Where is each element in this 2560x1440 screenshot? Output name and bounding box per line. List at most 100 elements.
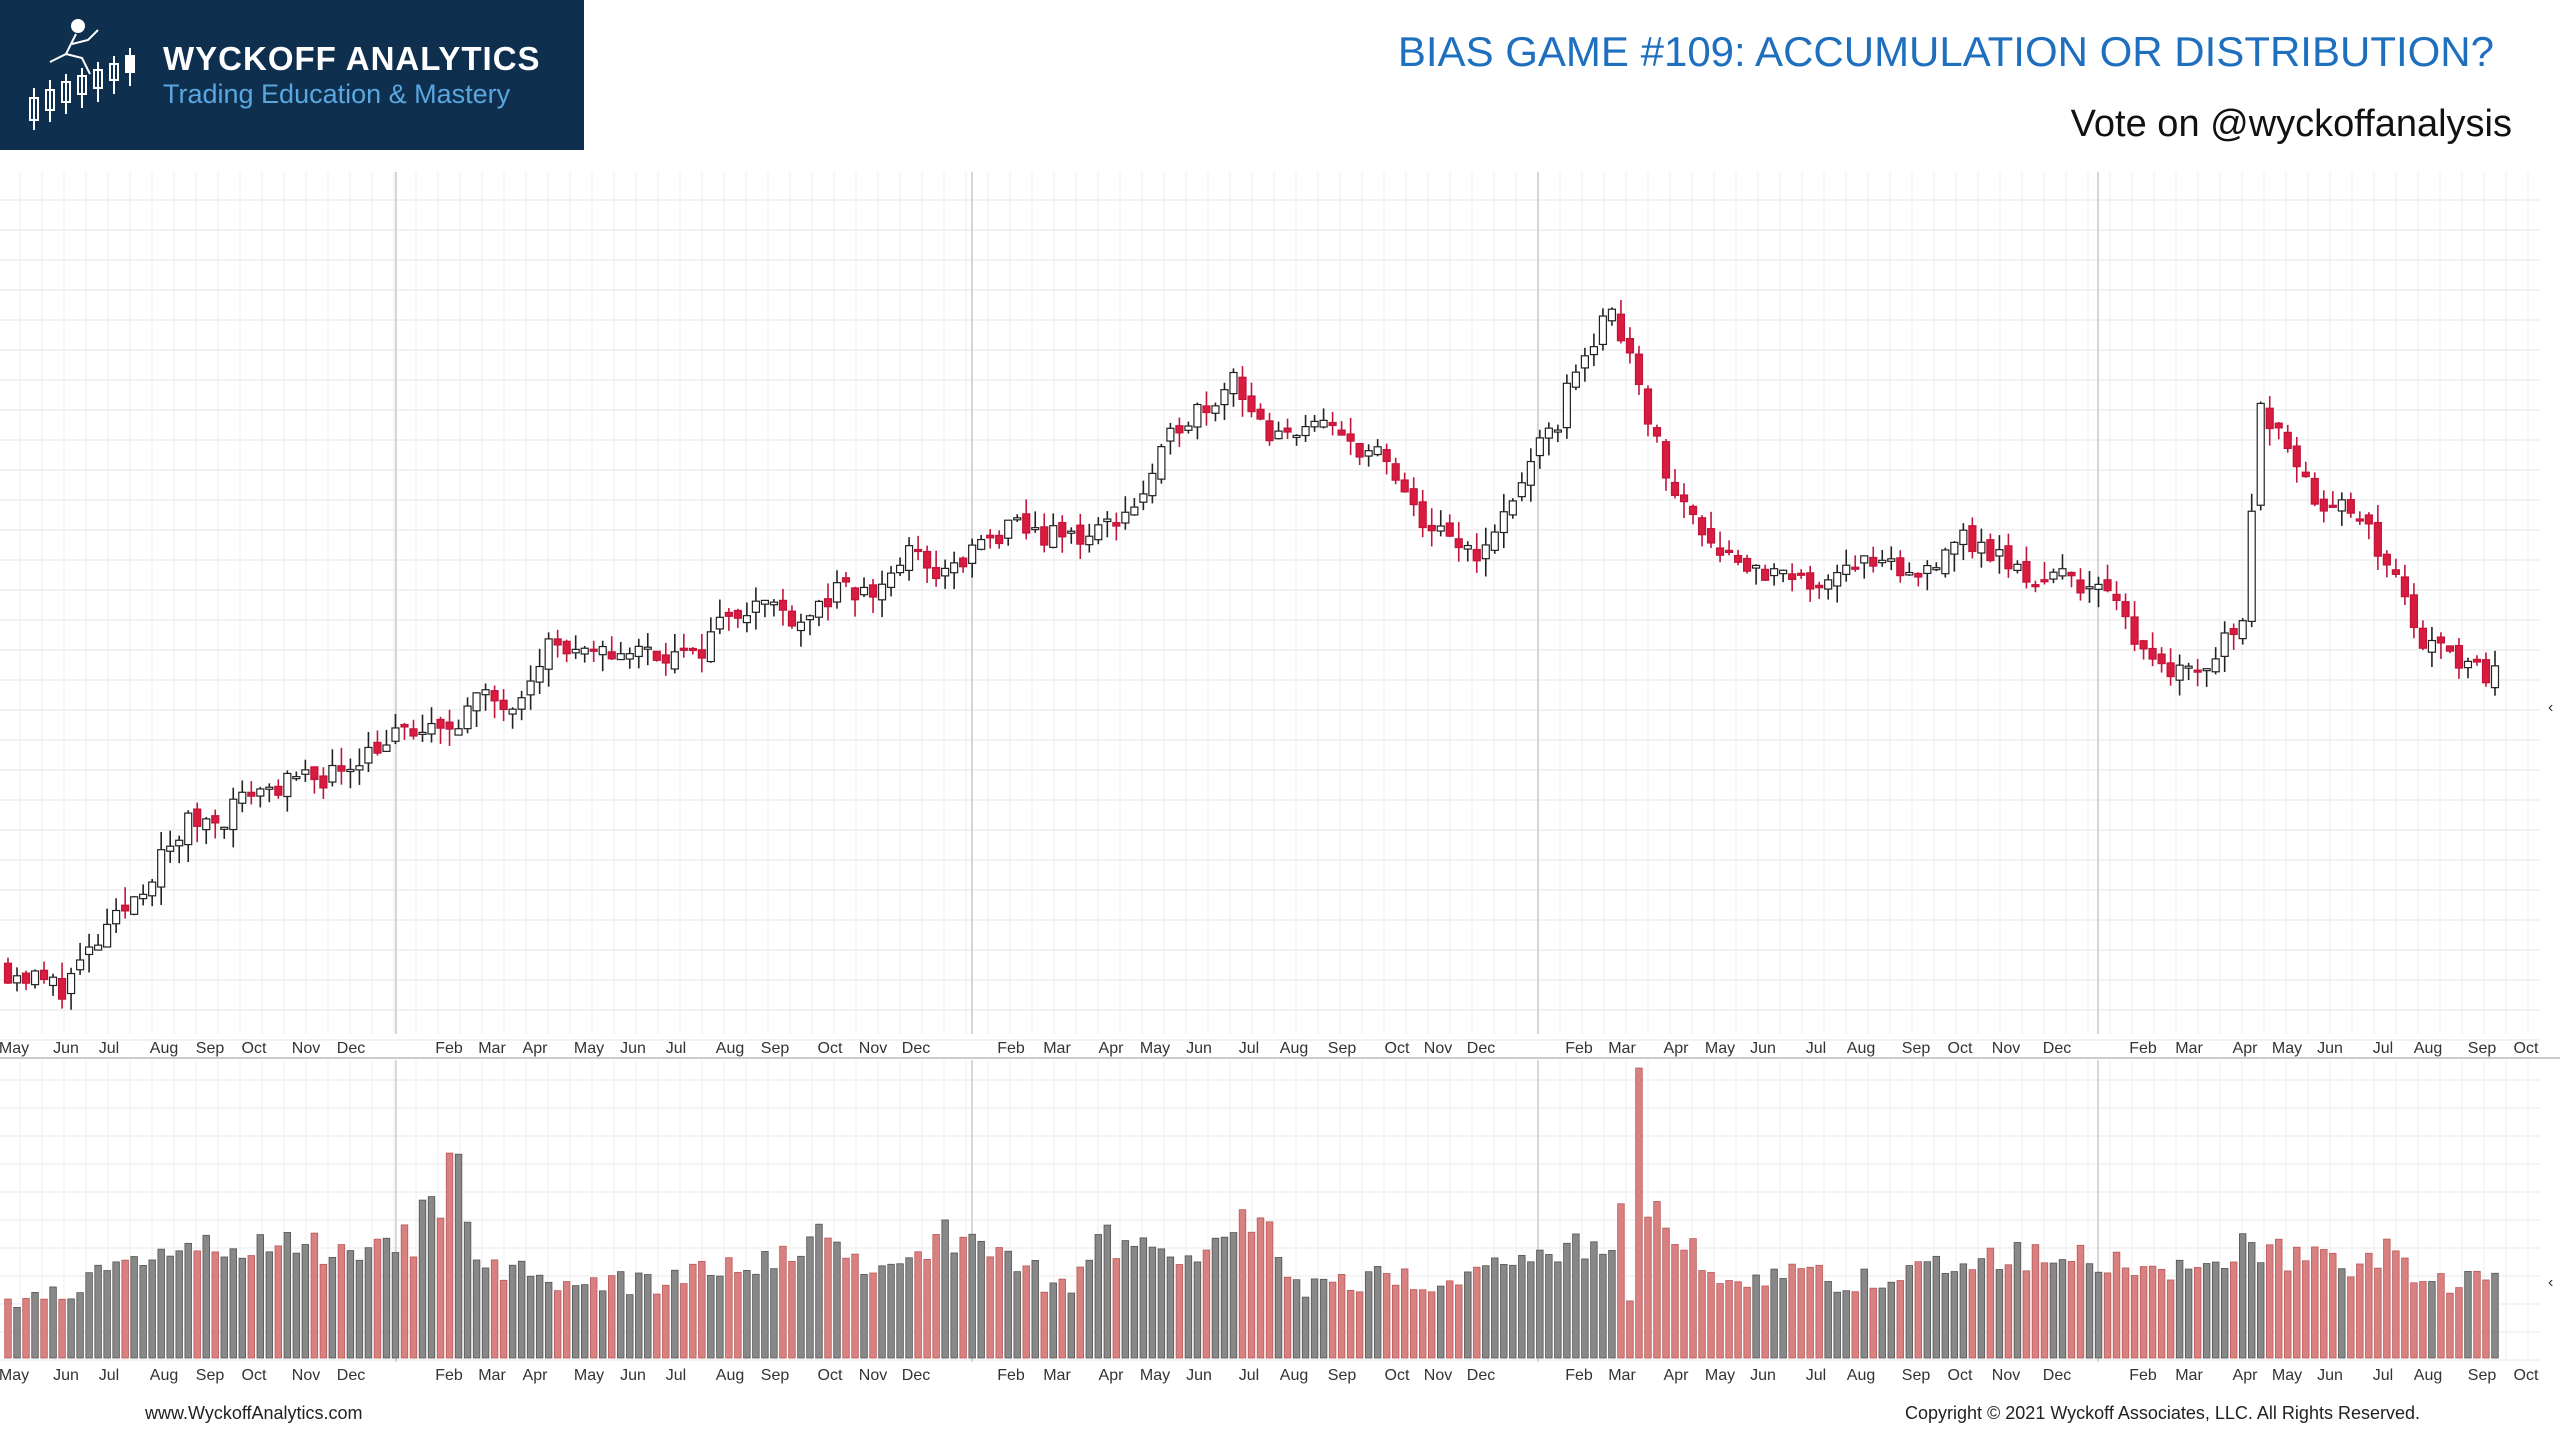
down-candle bbox=[2319, 498, 2328, 512]
x-tick-label: Feb bbox=[2129, 1367, 2157, 1384]
x-tick-label: May bbox=[574, 1367, 604, 1384]
volume-bar-down bbox=[211, 1251, 219, 1359]
x-tick-label: Mar bbox=[478, 1040, 506, 1057]
down-candle bbox=[841, 577, 851, 583]
up-candle bbox=[1878, 559, 1887, 564]
down-candle bbox=[1869, 556, 1878, 567]
x-tick-label: Aug bbox=[1847, 1040, 1875, 1057]
volume-bar-up bbox=[1977, 1258, 1986, 1359]
volume-bar-up bbox=[1157, 1248, 1166, 1359]
volume-bar-down bbox=[2437, 1273, 2445, 1359]
volume-bar-down bbox=[725, 1257, 733, 1359]
volume-bar-up bbox=[1905, 1265, 1913, 1359]
x-tick-label: Aug bbox=[1280, 1040, 1308, 1057]
volume-scroll-arrow-icon[interactable]: ‹ bbox=[2548, 1274, 2553, 1291]
up-candle bbox=[1103, 518, 1112, 523]
down-candle bbox=[1076, 524, 1085, 545]
down-candle bbox=[1040, 526, 1049, 546]
volume-bar-down bbox=[1283, 1276, 1292, 1359]
up-candle bbox=[1499, 511, 1508, 534]
down-candle bbox=[778, 599, 788, 611]
x-tick-label: Dec bbox=[2043, 1367, 2071, 1384]
volume-bar-down bbox=[2040, 1262, 2049, 1359]
up-candle bbox=[769, 601, 779, 606]
up-candle bbox=[643, 646, 652, 650]
x-tick-label: Nov bbox=[292, 1367, 320, 1384]
down-candle bbox=[490, 690, 499, 702]
volume-bar-down bbox=[1689, 1238, 1697, 1359]
up-candle bbox=[2013, 563, 2022, 572]
down-candle bbox=[1815, 584, 1824, 589]
volume-bar-down bbox=[445, 1152, 454, 1359]
volume-bar-down bbox=[2067, 1261, 2076, 1359]
volume-bar-down bbox=[914, 1251, 922, 1359]
down-candle bbox=[2148, 647, 2157, 660]
x-tick-label: Mar bbox=[2175, 1040, 2203, 1057]
up-candle bbox=[742, 615, 751, 624]
volume-bar-down bbox=[2139, 1266, 2148, 1359]
up-candle bbox=[1166, 427, 1175, 442]
up-candle bbox=[175, 839, 184, 847]
website-link[interactable]: www.WyckoffAnalytics.com bbox=[145, 1403, 363, 1423]
volume-bar-up bbox=[2257, 1262, 2265, 1359]
up-candle bbox=[1193, 403, 1202, 428]
volume-bar-down bbox=[436, 1217, 445, 1359]
volume-bar-down bbox=[400, 1224, 409, 1359]
volume-bar-up bbox=[1878, 1287, 1886, 1359]
up-candle bbox=[148, 881, 157, 897]
x-tick-label: Oct bbox=[1948, 1040, 1973, 1057]
volume-bar-up bbox=[148, 1259, 156, 1359]
volume-bar-up bbox=[139, 1265, 147, 1359]
volume-bar-up bbox=[743, 1270, 751, 1359]
volume-bar-down bbox=[959, 1236, 967, 1359]
up-candle bbox=[814, 600, 824, 618]
down-candle bbox=[2328, 504, 2337, 508]
volume-bar-up bbox=[166, 1255, 174, 1359]
volume-bar-up bbox=[1193, 1261, 1202, 1359]
down-candle bbox=[21, 972, 31, 984]
down-candle bbox=[2310, 477, 2319, 505]
volume-bar-up bbox=[833, 1241, 841, 1359]
x-tick-label: Mar bbox=[1043, 1040, 1071, 1057]
down-candle bbox=[1643, 388, 1653, 425]
down-candle bbox=[2040, 579, 2049, 583]
up-candle bbox=[157, 849, 166, 888]
down-candle bbox=[986, 534, 995, 539]
down-candle bbox=[1382, 449, 1391, 463]
volume-bar-up bbox=[472, 1259, 481, 1359]
volume-bar-down bbox=[1716, 1283, 1724, 1359]
volume-bar-up bbox=[626, 1294, 634, 1359]
volume-bar-down bbox=[734, 1271, 742, 1359]
volume-bar-up bbox=[580, 1284, 589, 1359]
volume-bar-up bbox=[1085, 1259, 1094, 1359]
x-tick-label: Nov bbox=[859, 1367, 887, 1384]
down-candle bbox=[1265, 420, 1274, 442]
volume-bar-up bbox=[1094, 1234, 1103, 1359]
volume-bar-down bbox=[310, 1232, 319, 1359]
volume-bar-up bbox=[2058, 1259, 2067, 1359]
volume-bar-down bbox=[1346, 1289, 1355, 1359]
up-candle bbox=[292, 776, 301, 780]
volume-bar-up bbox=[1373, 1266, 1382, 1359]
x-tick-label: Dec bbox=[337, 1367, 365, 1384]
x-tick-label: Jun bbox=[53, 1040, 79, 1057]
volume-bar-up bbox=[1148, 1246, 1157, 1359]
down-candle bbox=[1022, 513, 1031, 534]
volume-bar-down bbox=[1337, 1274, 1346, 1359]
up-candle bbox=[1067, 530, 1076, 534]
volume-bar-up bbox=[2094, 1271, 2103, 1359]
up-candle bbox=[1085, 535, 1094, 546]
up-candle bbox=[2337, 499, 2346, 512]
up-candle bbox=[1004, 519, 1013, 539]
up-candle bbox=[796, 621, 806, 632]
down-candle bbox=[1409, 488, 1418, 506]
down-candle bbox=[1472, 548, 1481, 562]
x-tick-label: Jun bbox=[53, 1367, 79, 1384]
up-candle bbox=[355, 765, 364, 771]
x-tick-label: Dec bbox=[1467, 1040, 1495, 1057]
price-scroll-arrow-icon[interactable]: ‹ bbox=[2548, 699, 2553, 716]
volume-bar-up bbox=[806, 1236, 814, 1359]
volume-bar-up bbox=[1067, 1292, 1075, 1359]
down-candle bbox=[2067, 571, 2076, 577]
x-tick-label: Feb bbox=[1565, 1040, 1593, 1057]
